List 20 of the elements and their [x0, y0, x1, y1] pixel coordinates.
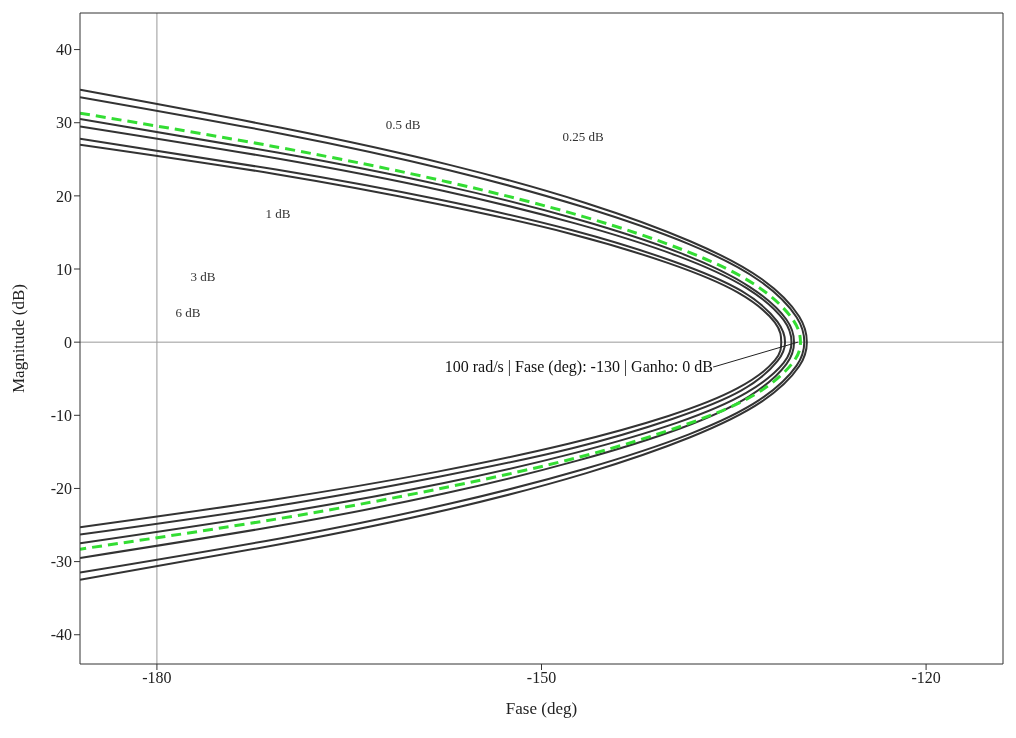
annotation: 1 dB [265, 205, 291, 221]
annotation: 100 rad/s | Fase (deg): -130 | Ganho: 0 dB [444, 358, 713, 377]
y-tick-label: -20 [50, 480, 72, 498]
y-tick-label: -30 [50, 553, 72, 571]
y-tick-label: 20 [56, 187, 72, 205]
y-tick-label: 40 [56, 41, 72, 59]
x-axis-title: Fase (deg) [505, 699, 578, 718]
y-axis-title: Magnitude (dB) [9, 283, 29, 394]
annotation: 6 dB [175, 304, 201, 320]
y-tick-label: 10 [56, 260, 72, 278]
annotation: 0.25 dB [562, 128, 604, 144]
y-tick-label: 30 [56, 114, 72, 132]
x-tick-label: -180 [142, 669, 172, 687]
annotation: 3 dB [190, 268, 216, 284]
annotation: 0.5 dB [385, 116, 421, 132]
x-tick-label: -150 [526, 669, 557, 687]
y-tick-label: 0 [64, 333, 72, 351]
y-tick-label: -40 [50, 626, 72, 644]
y-tick-label: -10 [50, 406, 72, 424]
x-tick-label: -120 [911, 669, 941, 687]
